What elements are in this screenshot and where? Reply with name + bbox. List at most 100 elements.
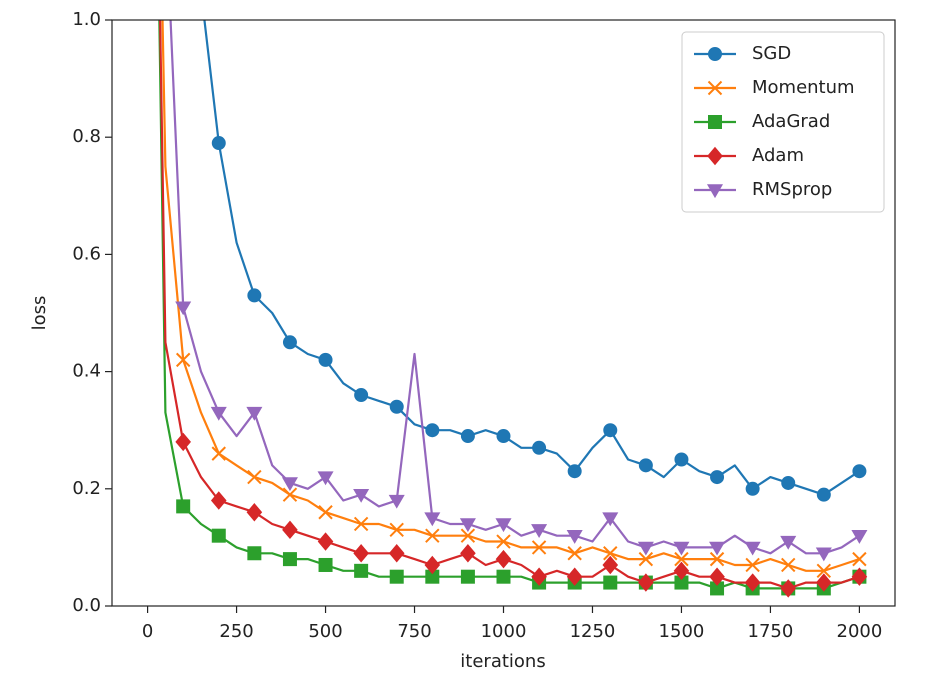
marker: [175, 352, 191, 368]
marker: [637, 541, 654, 556]
marker: [353, 488, 370, 503]
marker: [460, 528, 476, 543]
marker: [816, 563, 832, 579]
marker: [282, 520, 298, 540]
marker: [781, 475, 796, 490]
marker: [566, 529, 583, 544]
legend-marker: [707, 80, 723, 96]
marker: [852, 551, 867, 567]
marker: [353, 544, 369, 563]
marker: [745, 481, 760, 496]
marker: [602, 555, 619, 575]
marker: [246, 503, 263, 522]
y-tick-label: 0.4: [72, 361, 101, 382]
marker: [709, 567, 725, 586]
legend-marker: [708, 115, 722, 129]
marker: [389, 569, 404, 584]
x-tick-label: 1500: [659, 621, 705, 642]
y-axis-label: loss: [29, 296, 50, 331]
marker: [425, 423, 440, 438]
marker: [710, 470, 725, 485]
marker: [211, 136, 226, 151]
marker: [780, 535, 797, 550]
marker: [389, 399, 404, 414]
marker: [318, 557, 333, 572]
marker: [354, 388, 369, 403]
marker: [851, 529, 868, 544]
marker: [389, 522, 404, 538]
y-tick-label: 0.6: [72, 243, 101, 264]
legend-marker: [707, 146, 723, 166]
marker: [744, 573, 761, 592]
marker: [247, 546, 262, 561]
marker: [709, 541, 726, 556]
marker: [460, 429, 475, 444]
marker: [424, 555, 441, 575]
marker: [780, 579, 797, 598]
marker: [567, 464, 582, 479]
marker: [744, 541, 761, 556]
marker: [317, 471, 334, 486]
marker: [496, 534, 511, 549]
marker: [673, 561, 690, 581]
x-tick-label: 2000: [837, 621, 883, 642]
marker: [781, 557, 796, 573]
x-tick-label: 750: [397, 621, 431, 642]
marker: [353, 516, 369, 532]
y-tick-label: 0.0: [72, 595, 101, 616]
marker: [496, 569, 511, 584]
legend-label: Momentum: [752, 77, 855, 98]
marker: [567, 546, 582, 561]
marker: [354, 563, 369, 578]
marker: [674, 452, 689, 467]
marker: [603, 546, 618, 561]
marker: [281, 477, 298, 492]
marker: [603, 423, 618, 438]
marker: [210, 491, 227, 510]
plot-frame: [111, 19, 896, 607]
marker: [674, 551, 689, 567]
plot-area: [158, 20, 868, 598]
marker: [318, 505, 333, 520]
marker: [531, 567, 547, 586]
x-tick-label: 1250: [570, 621, 616, 642]
marker: [459, 518, 476, 533]
marker: [176, 499, 191, 514]
marker: [210, 406, 227, 421]
marker: [211, 446, 226, 461]
marker: [317, 532, 334, 551]
legend-marker: [708, 47, 722, 61]
y-tick-label: 0.2: [72, 478, 101, 499]
x-tick-label: 1750: [748, 621, 794, 642]
y-tick-label: 1.0: [72, 9, 101, 30]
marker: [460, 569, 475, 584]
legend-label: Adam: [752, 145, 804, 166]
legend-label: RMSprop: [752, 179, 832, 200]
marker: [532, 440, 547, 455]
marker: [745, 557, 760, 573]
legend-label: SGD: [752, 43, 791, 64]
marker: [211, 528, 226, 543]
marker: [424, 512, 441, 527]
marker: [816, 487, 831, 502]
marker: [815, 547, 832, 562]
marker: [638, 458, 653, 473]
legend-label: AdaGrad: [752, 111, 830, 132]
marker: [852, 464, 867, 479]
marker: [602, 512, 619, 527]
marker: [851, 567, 868, 586]
marker: [246, 406, 263, 421]
marker: [496, 429, 511, 444]
marker: [282, 335, 297, 350]
marker: [531, 524, 548, 538]
marker: [709, 551, 725, 567]
x-tick-label: 0: [142, 621, 153, 642]
marker: [175, 301, 192, 316]
marker: [816, 573, 832, 592]
marker: [495, 518, 512, 533]
x-axis-label: iterations: [460, 651, 545, 672]
marker: [247, 469, 262, 485]
marker: [460, 544, 476, 563]
marker: [495, 549, 512, 569]
